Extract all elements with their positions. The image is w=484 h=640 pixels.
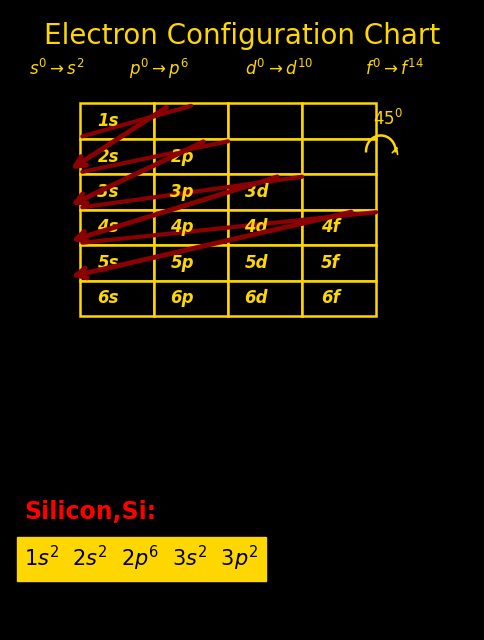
Text: $s^0 \rightarrow s^2$: $s^0 \rightarrow s^2$ <box>29 59 85 79</box>
Bar <box>80 245 154 280</box>
Text: 6s: 6s <box>97 289 119 307</box>
Text: 4f: 4f <box>321 218 340 236</box>
Bar <box>302 104 376 139</box>
Text: $45^0$: $45^0$ <box>373 109 403 129</box>
Bar <box>228 139 302 174</box>
Bar <box>154 280 228 316</box>
Bar <box>302 245 376 280</box>
Bar <box>80 174 154 210</box>
Bar <box>154 104 228 139</box>
Text: Electron Configuration Chart: Electron Configuration Chart <box>44 22 440 50</box>
Text: $1s^2\ \ 2s^2\ \ 2p^6\ \ 3s^2\ \ 3p^2$: $1s^2\ \ 2s^2\ \ 2p^6\ \ 3s^2\ \ 3p^2$ <box>25 544 258 573</box>
Text: 3p: 3p <box>170 183 194 201</box>
Text: 1s: 1s <box>97 112 119 130</box>
Text: 6d: 6d <box>244 289 268 307</box>
Bar <box>154 174 228 210</box>
Bar <box>154 210 228 245</box>
Text: 2s: 2s <box>97 148 119 166</box>
Text: 3d: 3d <box>244 183 268 201</box>
Text: 4p: 4p <box>170 218 194 236</box>
Bar <box>228 174 302 210</box>
Bar <box>154 245 228 280</box>
Bar <box>80 104 154 139</box>
Bar <box>228 210 302 245</box>
Text: Silicon,Si:: Silicon,Si: <box>25 500 157 524</box>
Bar <box>80 280 154 316</box>
Bar <box>80 139 154 174</box>
Bar <box>80 210 154 245</box>
Bar <box>302 139 376 174</box>
Text: 3s: 3s <box>97 183 119 201</box>
Text: 5s: 5s <box>97 254 119 272</box>
Text: 2p: 2p <box>170 148 194 166</box>
Text: 6p: 6p <box>170 289 194 307</box>
Text: $p^0 \rightarrow p^6$: $p^0 \rightarrow p^6$ <box>129 57 189 81</box>
Text: $f^0 \rightarrow f^{14}$: $f^0 \rightarrow f^{14}$ <box>365 59 424 79</box>
Bar <box>302 174 376 210</box>
Bar <box>154 139 228 174</box>
Bar <box>228 245 302 280</box>
Text: 5f: 5f <box>321 254 340 272</box>
Text: $d^0 \rightarrow d^{10}$: $d^0 \rightarrow d^{10}$ <box>245 59 313 79</box>
Text: 4d: 4d <box>244 218 268 236</box>
Text: 5p: 5p <box>170 254 194 272</box>
Text: 6f: 6f <box>321 289 340 307</box>
Bar <box>228 280 302 316</box>
Bar <box>302 280 376 316</box>
Text: 5d: 5d <box>244 254 268 272</box>
Bar <box>228 104 302 139</box>
Bar <box>302 210 376 245</box>
Text: 4s: 4s <box>97 218 119 236</box>
